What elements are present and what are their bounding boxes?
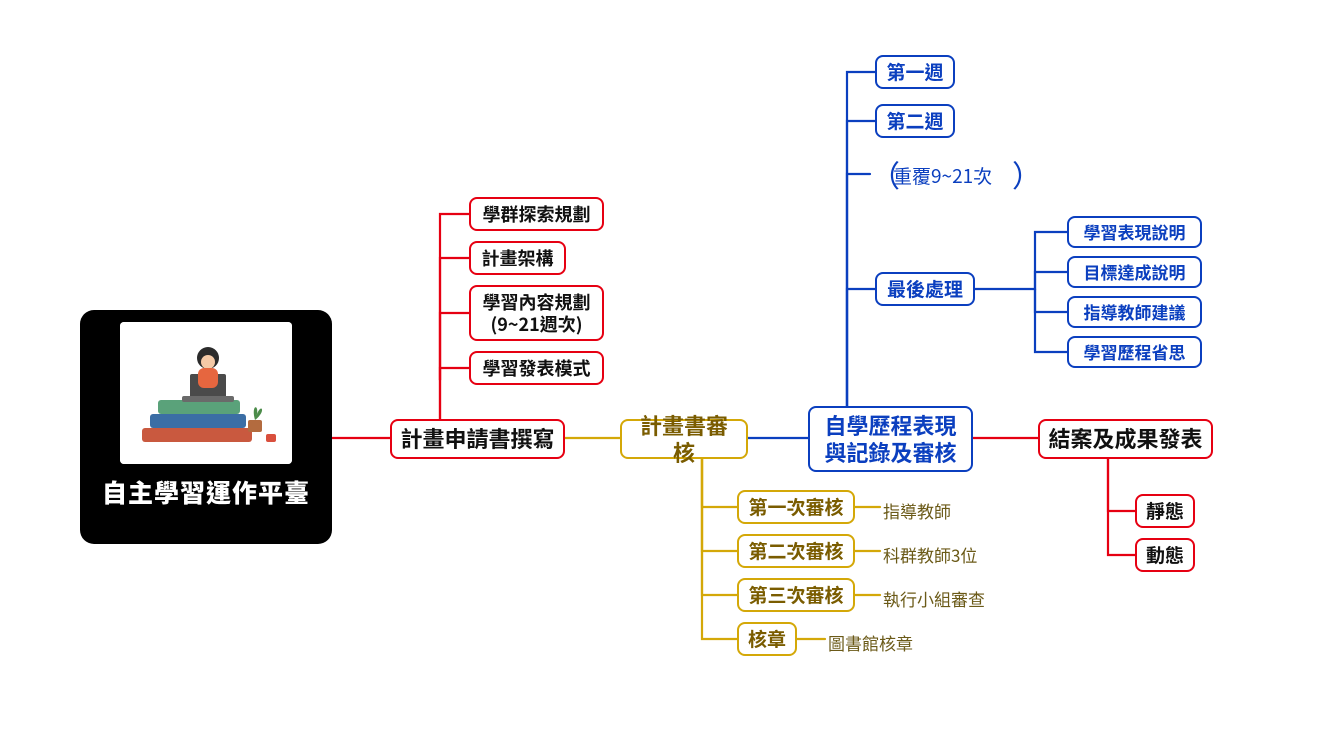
text-t2d: 圖書館核章 — [828, 630, 913, 655]
node-n1d: 學習發表模式 — [469, 351, 604, 385]
node-n3d2: 目標達成說明 — [1067, 256, 1202, 288]
node-n2c: 第三次審核 — [737, 578, 855, 612]
node-n4a: 靜態 — [1135, 494, 1195, 528]
node-n3d: 最後處理 — [875, 272, 975, 306]
text-repeat: 重覆9~21次 — [893, 162, 992, 189]
node-n1a: 學群探索規劃 — [469, 197, 604, 231]
node-n3d1: 學習表現說明 — [1067, 216, 1202, 248]
node-plan-write: 計畫申請書撰寫 — [390, 419, 565, 459]
node-n2b: 第二次審核 — [737, 534, 855, 568]
paren-right: ） — [1012, 152, 1042, 196]
node-n3b: 第二週 — [875, 104, 955, 138]
root-illustration — [120, 322, 292, 464]
node-plan-review: 計畫書審核 — [620, 419, 748, 459]
node-n1c: 學習內容規劃 (9~21週次) — [469, 285, 604, 341]
text-t2c: 執行小組審查 — [883, 586, 985, 611]
text-t2b: 科群教師3位 — [883, 542, 977, 567]
node-n3a: 第一週 — [875, 55, 955, 89]
text-t2a: 指導教師 — [883, 498, 951, 523]
node-n3d3: 指導教師建議 — [1067, 296, 1202, 328]
root-title: 自主學習運作平臺 — [102, 474, 310, 510]
node-n3d4: 學習歷程省思 — [1067, 336, 1202, 368]
node-self-learn: 自學歷程表現 與記錄及審核 — [808, 406, 973, 472]
paren-left: （ — [870, 152, 900, 196]
root-card: 自主學習運作平臺 — [80, 310, 332, 544]
node-n2d: 核章 — [737, 622, 797, 656]
node-n4b: 動態 — [1135, 538, 1195, 572]
node-closure: 結案及成果發表 — [1038, 419, 1213, 459]
node-n1b: 計畫架構 — [469, 241, 566, 275]
node-n2a: 第一次審核 — [737, 490, 855, 524]
